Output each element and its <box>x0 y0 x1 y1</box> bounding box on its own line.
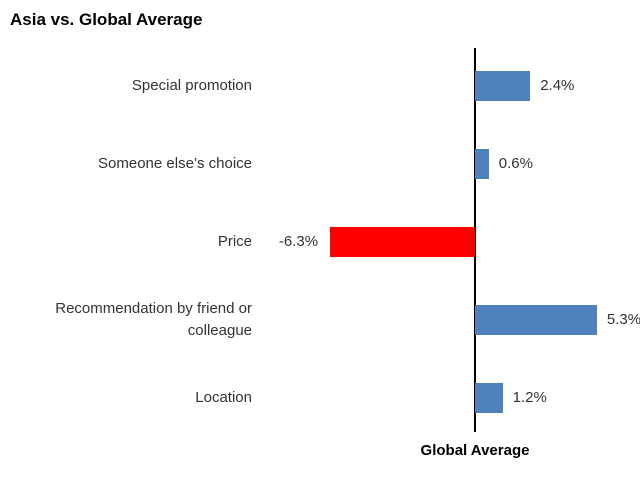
axis-label: Global Average <box>420 442 530 459</box>
value-label: 1.2% <box>512 389 547 406</box>
category-label: Price <box>217 233 252 250</box>
bar <box>475 383 503 413</box>
bar <box>475 149 489 179</box>
value-label: 5.3% <box>606 311 640 328</box>
value-label: 0.6% <box>498 155 533 172</box>
value-label: 2.4% <box>540 77 575 94</box>
category-label: Recommendation by friend or colleague <box>55 300 252 339</box>
bar <box>475 305 597 335</box>
value-label: -6.3% <box>278 233 319 250</box>
zero-axis <box>474 48 476 432</box>
bar <box>475 71 531 101</box>
category-label: Location <box>195 389 252 406</box>
bar <box>330 227 475 257</box>
category-label: Someone else’s choice <box>98 155 252 172</box>
category-label: Special promotion <box>131 77 252 94</box>
chart-title: Asia vs. Global Average <box>10 10 203 29</box>
